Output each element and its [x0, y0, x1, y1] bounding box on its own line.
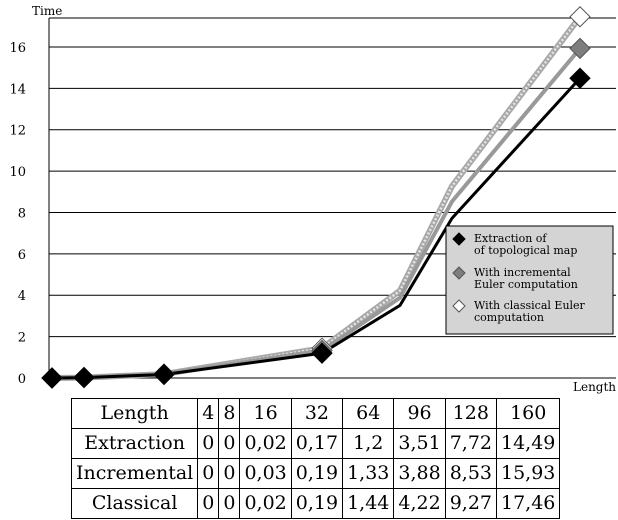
row-label-cell: Classical	[70, 488, 199, 519]
y-tick-label: 2	[18, 331, 26, 346]
table-cell: 0,02	[239, 488, 292, 519]
legend-marker	[452, 232, 466, 246]
legend-label: Euler computation	[474, 278, 578, 291]
y-tick-label: 4	[18, 289, 26, 304]
table-cell: 8,53	[444, 458, 498, 489]
data-point-marker	[153, 363, 175, 386]
legend-label: With classical Euler	[474, 299, 586, 312]
y-tick-label: 10	[9, 165, 26, 180]
data-point-marker	[41, 367, 63, 389]
legend-box	[445, 225, 614, 335]
data-table: Length 4 8 16 32 64 96 128 160 Extraction 0 0 0,02 0,…	[70, 398, 561, 519]
table-cell: 8	[218, 398, 241, 429]
row-label-cell: Length	[70, 398, 199, 429]
table-cell: 0,02	[239, 428, 292, 459]
y-tick-label: 14	[9, 82, 26, 97]
table-cell: 16	[239, 398, 292, 429]
legend-label: of topological map	[474, 244, 577, 257]
table-cell: 0	[197, 488, 220, 519]
y-tick-label: 6	[18, 248, 26, 263]
row-label-cell: Extraction	[70, 428, 199, 459]
legend-label: Extraction of	[474, 232, 547, 245]
data-point-marker	[569, 67, 591, 89]
y-tick-label: 16	[9, 41, 26, 56]
data-point-marker	[569, 37, 591, 60]
data-point-marker	[73, 366, 95, 389]
table-cell: 17,46	[495, 488, 561, 519]
y-axis-label: Time	[32, 4, 62, 18]
table-cell: 7,72	[444, 428, 498, 459]
table-header-row: Length 4 8 16 32 64 96 128 160	[70, 398, 561, 429]
table-cell: 1,2	[342, 428, 395, 459]
table-cell: 4	[197, 398, 220, 429]
table-cell: 0,03	[239, 458, 292, 489]
table-cell: 0,19	[290, 488, 344, 519]
legend-marker	[452, 266, 466, 280]
gridlines	[49, 17, 616, 338]
legend-label: With incremental	[474, 266, 571, 279]
table-cell: 1,44	[342, 488, 395, 519]
table-cell: 14,49	[495, 428, 561, 459]
y-tick-labels: 0 2 4 6 8 10 12 14 16	[9, 41, 26, 387]
table-cell: 0,19	[290, 458, 344, 489]
y-tick-label: 0	[18, 372, 26, 387]
table-row: Extraction 0 0 0,02 0,17 1,2 3,51 7,72 14,49	[70, 428, 561, 459]
table-cell: 9,27	[444, 488, 498, 519]
table-cell: 64	[342, 398, 395, 429]
legend-marker	[452, 299, 466, 313]
table-cell: 0	[218, 428, 241, 459]
table-row: Classical 0 0 0,02 0,19 1,44 4,22 9,27 17,46	[70, 488, 561, 519]
table-cell: 0,17	[290, 428, 344, 459]
table-cell: 15,93	[495, 458, 561, 489]
y-tick-label: 12	[9, 124, 26, 139]
y-tick-label: 8	[18, 206, 26, 221]
legend-label: computation	[474, 311, 544, 324]
table-row: Incremental 0 0 0,03 0,19 1,33 3,88 8,53 15,93	[70, 458, 561, 489]
table-cell: 0	[197, 428, 220, 459]
table-cell: 3,51	[393, 428, 446, 459]
table-cell: 160	[495, 398, 561, 429]
table-cell: 32	[290, 398, 344, 429]
row-label-cell: Incremental	[70, 458, 199, 489]
table-cell: 1,33	[342, 458, 395, 489]
data-point-marker	[569, 6, 591, 28]
table-cell: 0	[218, 458, 241, 489]
table-cell: 4,22	[393, 488, 446, 519]
table-cell: 3,88	[393, 458, 446, 489]
data-point-marker	[311, 342, 333, 364]
table-cell: 0	[197, 458, 220, 489]
table-cell: 128	[444, 398, 498, 429]
table-cell: 96	[393, 398, 446, 429]
table-cell: 0	[218, 488, 241, 519]
series-markers	[41, 6, 591, 389]
time-vs-length-chart: 0 2 4 6 8 10 12 14 16 Time Length Extraction ofo…	[9, 4, 616, 394]
x-axis-label: Length	[573, 380, 616, 394]
